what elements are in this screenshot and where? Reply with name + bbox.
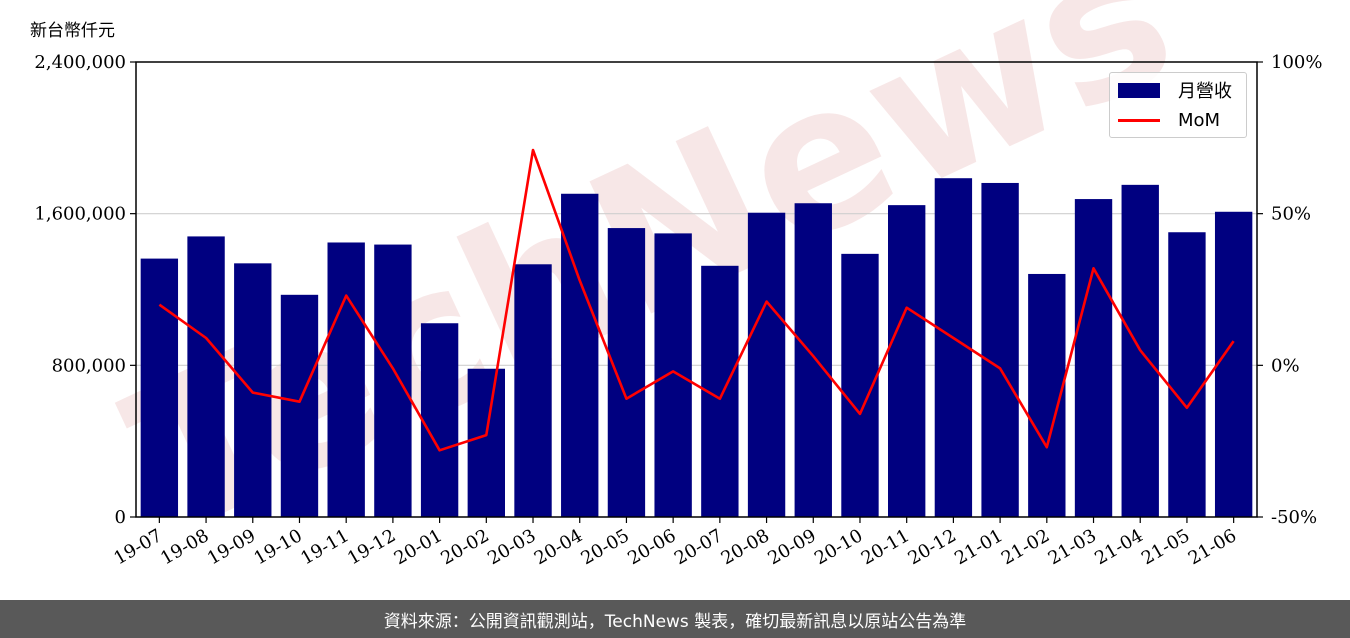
bar-series bbox=[140, 178, 1253, 518]
legend-item-revenue: 月營收 bbox=[1118, 79, 1232, 102]
x-tick-label: 20-02 bbox=[437, 525, 492, 569]
mom-line-series bbox=[158, 148, 1235, 452]
revenue-bar bbox=[607, 228, 646, 517]
revenue-bar bbox=[981, 182, 1019, 517]
y-axis-unit-label: 新台幣仟元 bbox=[30, 21, 115, 41]
revenue-bar bbox=[280, 294, 319, 517]
revenue-bar bbox=[234, 263, 272, 517]
revenue-bar bbox=[747, 212, 786, 517]
x-tick-label: 21-01 bbox=[951, 525, 1006, 569]
legend-bar-swatch bbox=[1118, 82, 1160, 98]
legend-item-mom: MoM bbox=[1118, 109, 1220, 131]
y-left-tick-label: 800,000 bbox=[52, 355, 126, 376]
revenue-bar bbox=[794, 203, 832, 518]
x-tick-label: 20-03 bbox=[484, 525, 539, 569]
legend-line-swatch bbox=[1118, 118, 1160, 122]
y-left-tick-label: 1,600,000 bbox=[34, 204, 126, 225]
x-tick-label: 21-03 bbox=[1045, 525, 1100, 569]
revenue-bar bbox=[187, 236, 225, 517]
y-left-tick-label: 2,400,000 bbox=[34, 52, 126, 73]
revenue-bar bbox=[140, 258, 179, 517]
x-tick-label: 20-10 bbox=[811, 525, 866, 569]
x-tick-label: 20-09 bbox=[764, 525, 819, 569]
x-tick-label: 20-06 bbox=[624, 525, 679, 569]
revenue-bar bbox=[327, 242, 365, 517]
x-tick-label: 21-06 bbox=[1185, 525, 1240, 569]
x-tick-label: 20-05 bbox=[577, 525, 632, 569]
legend: 月營收 MoM bbox=[1109, 72, 1247, 138]
grid-lines bbox=[136, 213, 1257, 366]
y-left-tick-label: 0 bbox=[115, 507, 126, 528]
mom-line bbox=[158, 148, 1235, 452]
revenue-bar bbox=[888, 205, 926, 517]
x-tick-label: 20-12 bbox=[904, 525, 959, 569]
y-right-tick-label: 0% bbox=[1271, 355, 1300, 376]
revenue-bar bbox=[467, 368, 505, 517]
x-tick-label: 21-04 bbox=[1091, 525, 1146, 569]
legend-label-mom: MoM bbox=[1178, 109, 1221, 131]
x-tick-label: 20-04 bbox=[531, 525, 586, 569]
revenue-bar bbox=[514, 264, 552, 517]
x-tick-label: 20-08 bbox=[718, 525, 773, 569]
y-right-tick-label: -50% bbox=[1271, 507, 1317, 528]
x-tick-label: 19-12 bbox=[344, 525, 399, 569]
revenue-bar bbox=[374, 244, 412, 517]
y-right-tick-label: 50% bbox=[1271, 204, 1311, 225]
legend-label-revenue: 月營收 bbox=[1178, 81, 1232, 102]
chart: TechNews 0800,0001,600,0002,400,000-50%0… bbox=[34, 0, 1322, 579]
x-tick-label: 20-11 bbox=[858, 525, 913, 569]
x-tick-label: 20-01 bbox=[391, 525, 446, 569]
revenue-bar bbox=[1168, 232, 1206, 517]
revenue-bar bbox=[1074, 199, 1113, 517]
x-tick-label: 19-11 bbox=[297, 525, 352, 569]
plot-frame bbox=[135, 61, 1258, 518]
revenue-bar bbox=[1214, 211, 1253, 518]
y-right-tick-label: 100% bbox=[1271, 52, 1322, 73]
x-tick-label: 21-05 bbox=[1138, 525, 1193, 569]
x-tick-label: 21-02 bbox=[998, 525, 1053, 569]
source-footer-text: 資料來源：公開資訊觀測站，TechNews 製表，確切最新訊息以原站公告為準 bbox=[383, 611, 967, 632]
revenue-bar bbox=[654, 233, 692, 517]
x-tick-label: 19-07 bbox=[110, 525, 165, 569]
source-footer: 資料來源：公開資訊觀測站，TechNews 製表，確切最新訊息以原站公告為準 bbox=[0, 600, 1350, 638]
x-tick-label: 20-07 bbox=[671, 525, 726, 569]
revenue-bar bbox=[420, 323, 459, 517]
